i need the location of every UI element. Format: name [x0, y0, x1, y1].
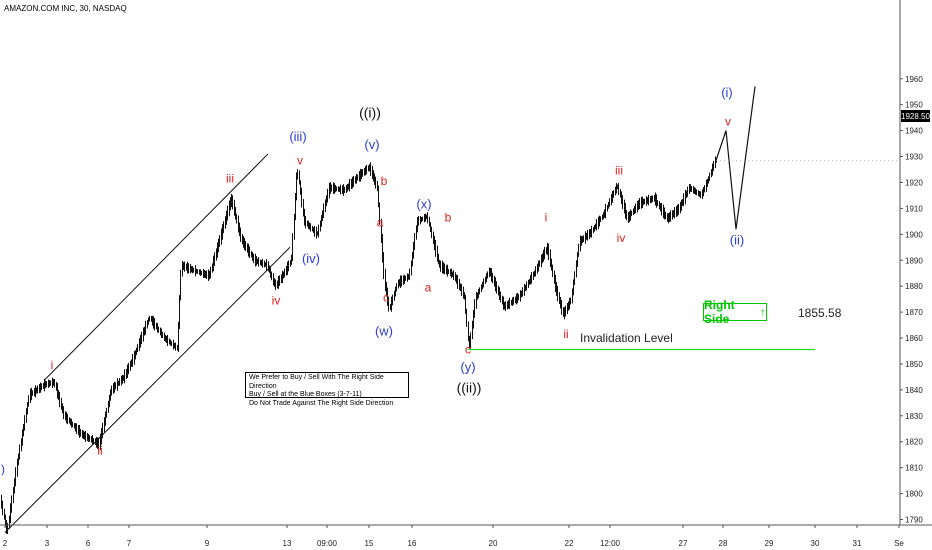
- price-tick-label: 1960: [905, 75, 923, 84]
- note-line: We Prefer to Buy / Sell With The Right S…: [249, 374, 384, 390]
- time-tick-label: 7: [127, 539, 132, 548]
- price-tick-label: 1890: [905, 256, 923, 265]
- time-tick-label: 15: [365, 539, 374, 548]
- wave-label: ii: [563, 327, 568, 341]
- time-tick-label: Se: [894, 539, 904, 548]
- strategy-note: We Prefer to Buy / Sell With The Right S…: [245, 372, 409, 407]
- wave-labels: )iiiiiiiv(iii)v(iv)((i))(v)bac(w)(x)bac(…: [1, 85, 744, 476]
- wave-label: iv: [617, 231, 626, 245]
- time-tick-label: 16: [408, 539, 417, 548]
- wave-label: iii: [226, 171, 234, 185]
- price-axis[interactable]: 1790 1800 1810 1820 1830 1840 1850 1860 1870 1880…: [899, 0, 923, 525]
- right-side-label: Right Side: [704, 298, 735, 326]
- price-tick-label: 1820: [905, 438, 923, 447]
- time-tick-label: 30: [811, 539, 820, 548]
- wave-label: c: [383, 291, 389, 305]
- wave-label: a: [377, 216, 384, 230]
- invalidation-value: 1855.58: [798, 306, 842, 320]
- wave-label: a: [425, 280, 432, 294]
- wave-label: iv: [272, 293, 281, 307]
- trend-channel: [4, 153, 291, 533]
- wave-label: (ii): [730, 233, 744, 248]
- wave-label: v: [297, 153, 303, 167]
- price-tick-label: 1950: [905, 101, 923, 110]
- wave-label: iii: [615, 164, 623, 178]
- wave-label: (v): [364, 137, 379, 152]
- chart-title: AMAZON.COM INC, 30, NASDAQ: [4, 4, 127, 13]
- wave-label: ((i)): [359, 105, 381, 121]
- price-tick-label: 1940: [905, 127, 923, 136]
- wave-label: ): [1, 462, 5, 476]
- time-tick-label: 6: [86, 539, 91, 548]
- wave-label: (iv): [302, 251, 320, 266]
- price-tick-label: 1910: [905, 204, 923, 213]
- time-tick-label: 12:00: [600, 539, 621, 548]
- wave-label: b: [445, 210, 452, 224]
- price-tick-label: 1920: [905, 178, 923, 187]
- wave-label: i: [545, 210, 548, 224]
- last-price-tag: 1928.50: [901, 110, 930, 122]
- note-line: Buy / Sell at the Blue Boxes (3-7-11): [249, 391, 362, 398]
- price-tick-label: 1900: [905, 230, 923, 239]
- time-tick-label: 3: [45, 539, 50, 548]
- time-tick-label: 20: [489, 539, 498, 548]
- time-tick-label: 22: [565, 539, 574, 548]
- wave-label: (w): [375, 323, 393, 338]
- wave-label: (iii): [289, 129, 306, 144]
- price-tick-label: 1800: [905, 490, 923, 499]
- price-tick-label: 1830: [905, 412, 923, 421]
- price-tick-label: 1930: [905, 153, 923, 162]
- channel-line: [4, 246, 291, 533]
- price-tick-label: 1840: [905, 386, 923, 395]
- time-axis[interactable]: 2 3 6 7 9 13 09:00 15 16 20 22 12:00 27 28 29 30 31 Se: [0, 524, 932, 548]
- time-tick-label: 31: [853, 539, 862, 548]
- time-tick-label: 09:00: [317, 539, 338, 548]
- invalidation-line: [468, 160, 900, 351]
- price-tick-label: 1790: [905, 516, 923, 525]
- time-tick-label: 28: [719, 539, 728, 548]
- time-tick-label: 13: [283, 539, 292, 548]
- right-side-badge: Right Side ↑: [703, 298, 767, 326]
- wave-projection: [715, 86, 756, 230]
- note-line: Do Not Trade Against The Right Side Dire…: [249, 399, 394, 407]
- wave-label: b: [381, 174, 388, 188]
- price-tick-label: 1880: [905, 282, 923, 291]
- time-tick-label: 9: [205, 539, 210, 548]
- wave-label: (x): [416, 196, 431, 211]
- wave-label: v: [725, 114, 731, 128]
- channel-line: [44, 153, 269, 380]
- wave-label: c: [465, 343, 471, 357]
- projection-path: [715, 86, 756, 230]
- wave-label: (i): [721, 85, 733, 100]
- wave-label: i: [51, 358, 54, 372]
- wave-label: (y): [460, 360, 475, 375]
- wave-label: ii: [97, 444, 102, 458]
- price-tick-label: 1850: [905, 360, 923, 369]
- time-tick-label: 27: [679, 539, 688, 548]
- time-tick-label: 29: [765, 539, 774, 548]
- price-tick-label: 1860: [905, 334, 923, 343]
- invalidation-label: Invalidation Level: [580, 331, 673, 345]
- wave-label: ((ii)): [457, 379, 482, 395]
- price-bars: [1, 156, 717, 534]
- time-tick-label: 2: [3, 539, 8, 548]
- price-tick-label: 1870: [905, 308, 923, 317]
- up-arrow-icon: ↑: [760, 305, 766, 319]
- price-tick-label: 1810: [905, 464, 923, 473]
